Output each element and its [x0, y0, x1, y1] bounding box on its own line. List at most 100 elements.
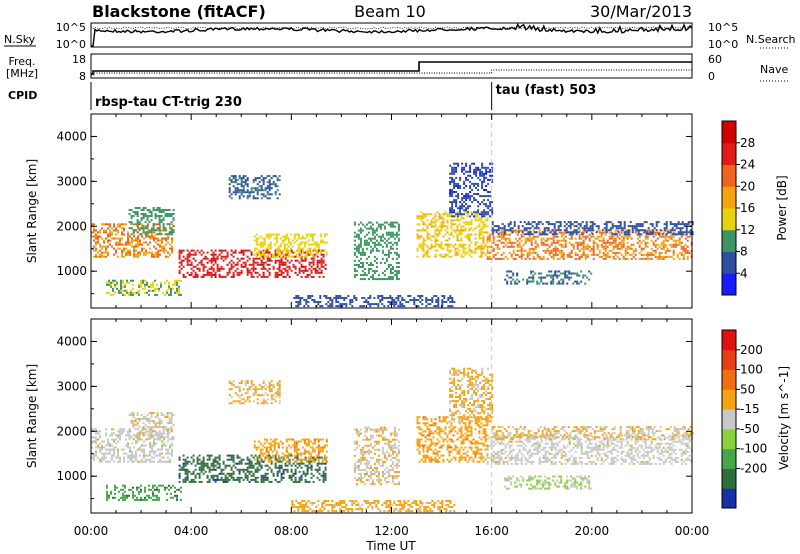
heatmap-cell [335, 299, 338, 301]
power-cells [91, 162, 694, 308]
heatmap-cell [676, 243, 679, 246]
heatmap-cell [145, 235, 147, 238]
heatmap-cell [363, 297, 366, 299]
heatmap-cell [254, 179, 257, 182]
heatmap-cell [202, 257, 205, 260]
heatmap-cell [253, 249, 256, 252]
heatmap-cell [301, 241, 304, 244]
heatmap-cell [301, 235, 304, 238]
heatmap-cell [512, 257, 515, 260]
heatmap-cell [465, 176, 468, 179]
heatmap-cell [329, 305, 332, 308]
heatmap-cell [281, 452, 284, 455]
heatmap-cell [138, 293, 140, 296]
heatmap-cell [260, 458, 263, 461]
heatmap-cell [652, 243, 655, 246]
heatmap-cell [165, 237, 167, 240]
heatmap-cell [117, 448, 119, 451]
heatmap-cell [534, 245, 537, 248]
heatmap-cell [576, 274, 579, 277]
heatmap-cell [180, 259, 183, 262]
heatmap-cell [516, 239, 519, 242]
heatmap-cell [566, 276, 569, 279]
heatmap-cell [275, 235, 278, 238]
heatmap-cell [657, 221, 660, 224]
heatmap-cell [194, 265, 197, 268]
heatmap-cell [485, 185, 488, 187]
heatmap-cell [240, 189, 243, 192]
heatmap-cell [582, 231, 585, 234]
heatmap-cell [242, 195, 245, 198]
heatmap-cell [133, 454, 135, 457]
heatmap-cell [271, 444, 274, 447]
heatmap-cell [206, 480, 209, 483]
heatmap-cell [506, 280, 509, 283]
heatmap-cell [122, 498, 124, 501]
heatmap-cell [427, 303, 430, 306]
heatmap-cell [497, 227, 500, 230]
heatmap-cell [545, 221, 548, 224]
heatmap-cell [419, 301, 422, 303]
heatmap-cell [303, 243, 306, 246]
heatmap-cell [318, 249, 321, 252]
heatmap-cell [151, 450, 153, 453]
colorbar-block [722, 251, 736, 274]
heatmap-cell [290, 249, 293, 252]
heatmap-cell [563, 221, 566, 224]
heatmap-cell [246, 468, 249, 471]
heatmap-cell [449, 201, 452, 204]
heatmap-cell [385, 243, 388, 246]
heatmap-cell [502, 245, 505, 248]
colorbar-block [722, 273, 736, 296]
heatmap-cell [123, 456, 125, 459]
heatmap-cell [559, 225, 562, 228]
heatmap-cell [479, 213, 482, 216]
heatmap-cell [95, 438, 97, 441]
heatmap-cell [662, 255, 665, 258]
heatmap-cell [238, 273, 241, 276]
heatmap-cell [467, 207, 470, 210]
heatmap-cell [267, 458, 270, 461]
heatmap-cell [504, 255, 507, 258]
heatmap-cell [554, 245, 557, 248]
heatmap-cell [579, 225, 582, 228]
heatmap-cell [443, 301, 446, 303]
heatmap-cell [132, 279, 134, 282]
heatmap-cell [377, 278, 380, 281]
heatmap-cell [327, 305, 330, 308]
heatmap-cell [281, 456, 284, 459]
heatmap-cell [284, 269, 287, 272]
heatmap-cell [395, 274, 398, 277]
heatmap-cell [349, 299, 352, 301]
heatmap-cell [587, 229, 590, 232]
heatmap-cell [598, 235, 601, 238]
heatmap-cell [262, 478, 265, 481]
heatmap-cell [506, 270, 509, 273]
heatmap-cell [170, 438, 173, 441]
heatmap-cell [353, 274, 356, 277]
heatmap-cell [95, 243, 97, 246]
heatmap-cell [535, 227, 538, 230]
heatmap-cell [451, 297, 454, 299]
heatmap-cell [208, 267, 211, 270]
heatmap-cell [178, 255, 181, 258]
heatmap-cell [522, 278, 525, 281]
heatmap-cell [365, 227, 368, 230]
heatmap-cell [276, 271, 279, 274]
heatmap-cell [617, 225, 620, 228]
heatmap-cell [273, 438, 276, 441]
heatmap-cell [119, 436, 121, 439]
heatmap-cell [266, 175, 269, 178]
heatmap-cell [267, 442, 270, 445]
heatmap-cell [646, 235, 649, 238]
heatmap-cell [107, 440, 109, 443]
heatmap-cell [523, 229, 526, 232]
heatmap-cell [167, 436, 169, 439]
heatmap-cell [291, 444, 294, 447]
heatmap-cell [214, 271, 217, 274]
heatmap-cell [442, 219, 445, 222]
heatmap-cell [371, 231, 374, 234]
heatmap-cell [111, 428, 113, 431]
freq-left-tick-top: 18 [72, 53, 86, 66]
heatmap-cell [566, 253, 569, 256]
